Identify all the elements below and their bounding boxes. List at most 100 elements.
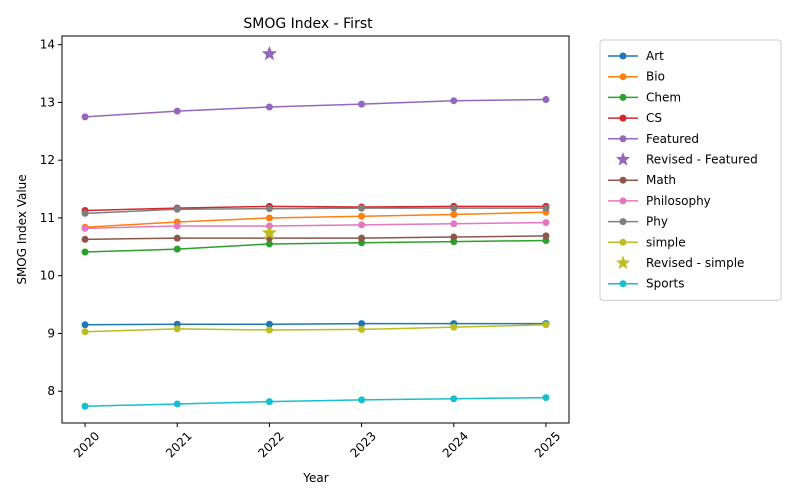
legend-label: Sports bbox=[646, 277, 684, 291]
series-revised-featured bbox=[261, 45, 278, 61]
series-philosophy bbox=[81, 219, 550, 232]
legend-label: Bio bbox=[646, 70, 665, 84]
data-point bbox=[81, 248, 89, 256]
legend-marker bbox=[619, 93, 627, 101]
legend-entry: Revised - Featured bbox=[615, 152, 758, 167]
legend-label: Featured bbox=[646, 132, 699, 146]
series-line bbox=[85, 207, 546, 215]
plot-area bbox=[81, 45, 550, 410]
data-point bbox=[265, 214, 273, 222]
series-simple bbox=[81, 321, 550, 336]
data-point bbox=[81, 209, 89, 217]
data-point bbox=[173, 234, 181, 242]
data-point bbox=[450, 395, 458, 403]
data-point bbox=[81, 321, 89, 329]
data-point bbox=[358, 212, 366, 220]
y-tick-label: 11 bbox=[40, 211, 55, 225]
x-axis-label: Year bbox=[302, 471, 328, 485]
data-point bbox=[265, 326, 273, 334]
y-tick-label: 12 bbox=[40, 153, 55, 167]
legend-entry: Chem bbox=[608, 90, 681, 104]
series-math bbox=[81, 232, 550, 243]
data-point bbox=[173, 222, 181, 230]
y-tick-label: 13 bbox=[40, 95, 55, 109]
y-tick-label: 8 bbox=[47, 384, 55, 398]
series-line bbox=[85, 205, 546, 212]
data-point bbox=[173, 205, 181, 213]
series-line bbox=[85, 324, 546, 333]
y-tick-label: 10 bbox=[40, 269, 55, 283]
chart-title: SMOG Index - First bbox=[243, 16, 373, 32]
legend-label: Math bbox=[646, 173, 676, 187]
series-line bbox=[85, 98, 546, 118]
legend-label: Philosophy bbox=[646, 194, 711, 208]
data-point bbox=[450, 210, 458, 218]
legend-label: Chem bbox=[646, 90, 681, 104]
legend-entry: Sports bbox=[608, 277, 684, 291]
data-point bbox=[173, 245, 181, 253]
data-point bbox=[265, 103, 273, 111]
y-axis-label: SMOG Index Value bbox=[15, 174, 29, 284]
data-point bbox=[358, 320, 366, 328]
data-point bbox=[542, 96, 550, 104]
series-line bbox=[85, 396, 546, 407]
data-point bbox=[358, 234, 366, 242]
series-line bbox=[85, 211, 546, 228]
data-point bbox=[542, 394, 550, 402]
series-line bbox=[85, 322, 546, 326]
plot-frame bbox=[61, 35, 570, 424]
data-point bbox=[81, 402, 89, 410]
legend-marker bbox=[619, 280, 627, 288]
legend-label: Art bbox=[646, 49, 664, 63]
series-sports bbox=[81, 394, 550, 410]
data-point bbox=[173, 107, 181, 115]
revised-star-point bbox=[261, 45, 278, 61]
legend-entry: Bio bbox=[608, 70, 665, 84]
data-point bbox=[173, 325, 181, 333]
legend-entry: simple bbox=[608, 235, 686, 249]
legend-entry: Phy bbox=[608, 215, 668, 229]
data-point bbox=[450, 97, 458, 105]
legend-entry: Featured bbox=[608, 132, 699, 146]
series-line bbox=[85, 235, 546, 241]
legend-entry: Philosophy bbox=[608, 194, 711, 208]
y-axis-ticks: 8 9 10 11 12 13 14 bbox=[40, 38, 62, 398]
legend-label: simple bbox=[646, 235, 686, 249]
data-point bbox=[542, 232, 550, 240]
y-tick-label: 14 bbox=[40, 38, 55, 52]
data-point bbox=[358, 325, 366, 333]
legend-entry: CS bbox=[608, 111, 662, 125]
series-featured bbox=[81, 96, 550, 121]
legend-label: Revised - simple bbox=[646, 256, 744, 270]
legend-marker bbox=[619, 176, 627, 184]
legend-marker bbox=[619, 52, 627, 60]
legend-label: CS bbox=[646, 111, 662, 125]
legend: Art Bio Chem CS Featured Revised - Featured Ma… bbox=[599, 39, 782, 301]
legend-marker bbox=[619, 218, 627, 226]
data-point bbox=[358, 221, 366, 229]
data-point bbox=[173, 400, 181, 408]
data-point bbox=[265, 240, 273, 248]
legend-marker bbox=[619, 114, 627, 122]
legend-star-marker bbox=[615, 152, 631, 166]
data-point bbox=[358, 204, 366, 212]
data-point bbox=[358, 396, 366, 404]
data-point bbox=[81, 328, 89, 336]
legend-entry: Art bbox=[608, 49, 664, 63]
legend-marker bbox=[619, 238, 627, 246]
data-point bbox=[81, 224, 89, 232]
data-point bbox=[81, 113, 89, 121]
legend-star-marker bbox=[615, 255, 631, 270]
series-line bbox=[85, 239, 546, 253]
data-point bbox=[265, 320, 273, 328]
legend-marker bbox=[619, 197, 627, 205]
legend-entry: Math bbox=[608, 173, 676, 187]
data-point bbox=[542, 219, 550, 227]
data-point bbox=[81, 235, 89, 243]
series-line bbox=[85, 221, 546, 230]
legend-label: Phy bbox=[646, 215, 668, 229]
y-tick-label: 9 bbox=[47, 326, 55, 340]
legend-label: Revised - Featured bbox=[646, 153, 758, 167]
legend-marker bbox=[619, 135, 627, 143]
